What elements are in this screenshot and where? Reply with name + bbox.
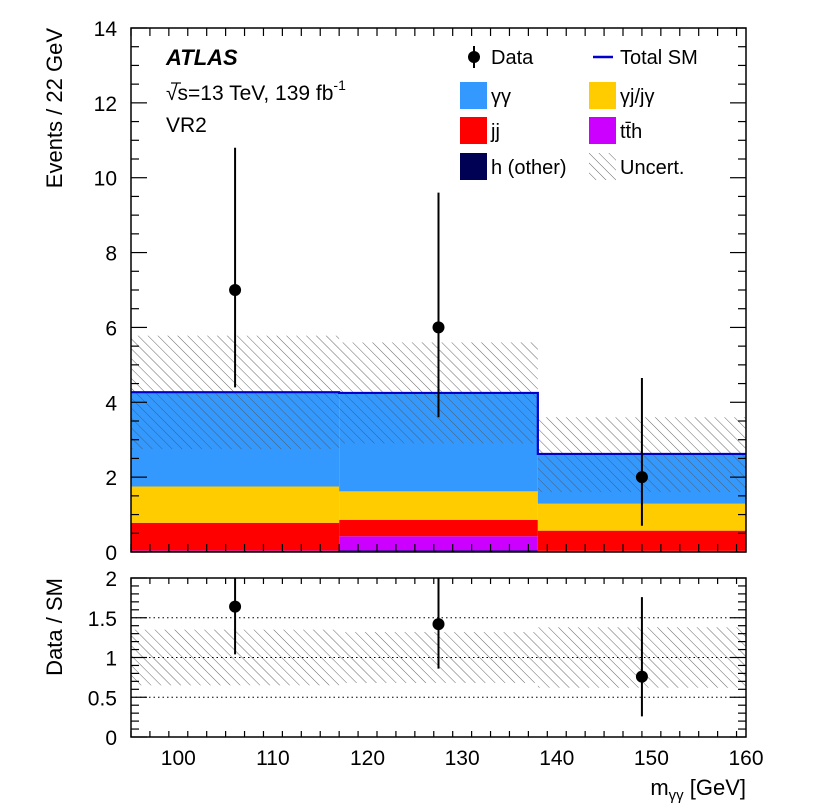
- x-axis-title-unit: [GeV]: [684, 775, 746, 800]
- legend-h-other-label: h (other): [491, 157, 567, 179]
- x-axis-title-subscript: γγ: [669, 787, 685, 804]
- legend-gj-swatch: [589, 82, 616, 109]
- legend-data-marker: [468, 46, 480, 68]
- legend-data-label: Data: [491, 47, 534, 69]
- legend-jj-label: jj: [490, 121, 500, 143]
- legend-tth-label: tt̄h: [620, 121, 642, 143]
- ratio-y-axis-title: Data / SM: [42, 578, 67, 676]
- main-y-tick-label: 4: [105, 392, 117, 415]
- ratio-y-tick-label: 0: [105, 727, 117, 750]
- main-y-tick-label: 8: [105, 243, 117, 266]
- x-tick-label: 120: [350, 747, 385, 770]
- ratio-y-tick-label: 2: [105, 568, 117, 591]
- main-y-tick-label: 6: [105, 317, 117, 340]
- main-y-axis-title: Events / 22 GeV: [42, 28, 67, 189]
- legend-h-other-swatch: [460, 153, 487, 180]
- data-point-1: [229, 284, 242, 296]
- x-axis-title-symbol: m: [650, 775, 668, 800]
- ratio-point-3: [635, 670, 648, 683]
- bar-gj-bin-2: [339, 491, 538, 520]
- x-tick-label: 150: [634, 747, 669, 770]
- ratio-y-tick-label: 1: [105, 648, 117, 671]
- main-y-tick-label: 10: [94, 168, 117, 191]
- energy-lumi-label: √s=13 TeV, 139 fb-1: [166, 77, 346, 105]
- ratio-axis-ticks: [130, 577, 746, 738]
- x-tick-label: 160: [728, 747, 763, 770]
- main-y-tick-labels: 0 2 4 6 8 10 12 14: [94, 18, 118, 565]
- ratio-point-2: [432, 618, 445, 631]
- ratio-y-tick-label: 0.5: [88, 687, 117, 710]
- legend-uncert-label: Uncert.: [620, 157, 684, 179]
- legend-total-sm-label: Total SM: [620, 47, 698, 69]
- ratio-point-1: [229, 600, 242, 613]
- main-y-tick-label: 2: [105, 467, 117, 490]
- bar-jj-bin-2: [339, 519, 538, 537]
- data-points: [229, 147, 648, 526]
- main-y-tick-label: 0: [105, 542, 117, 565]
- x-axis-title: mγγ [GeV]: [650, 775, 746, 804]
- bar-gj-bin-1: [131, 486, 340, 523]
- main-axis-ticks: [130, 27, 746, 553]
- experiment-label: ATLAS: [165, 45, 238, 70]
- lumi-superscript: -1: [333, 77, 346, 93]
- legend: Data Total SM γγ γj/jγ jj tt̄h h (other)…: [460, 46, 698, 180]
- legend-jj-swatch: [460, 117, 487, 144]
- x-tick-label: 100: [161, 747, 196, 770]
- x-tick-label: 130: [445, 747, 480, 770]
- bar-jj-bin-3: [537, 530, 746, 551]
- ratio-data-points: [229, 578, 648, 717]
- data-point-3: [635, 471, 648, 484]
- x-tick-label: 110: [256, 747, 289, 770]
- region-label: VR2: [166, 114, 207, 137]
- main-y-tick-label: 14: [94, 18, 118, 41]
- ratio-y-tick-labels: 0 0.5 1 1.5 2: [88, 568, 117, 750]
- legend-uncert-swatch: [589, 153, 616, 180]
- ratio-y-tick-label: 1.5: [88, 608, 117, 631]
- x-tick-labels: 100 110 120 130 140 150 160: [161, 747, 764, 770]
- data-point-2: [432, 321, 445, 334]
- x-tick-label: 140: [539, 747, 574, 770]
- legend-gj-label: γj/jγ: [620, 86, 654, 108]
- energy-lumi-text: √s=13 TeV, 139 fb: [166, 82, 333, 105]
- bar-tth-bin-2: [339, 536, 538, 551]
- legend-gg-swatch: [460, 82, 487, 109]
- bar-jj-bin-1: [131, 522, 340, 551]
- legend-tth-swatch: [589, 117, 616, 144]
- legend-gg-label: γγ: [491, 86, 511, 108]
- main-y-tick-label: 12: [94, 93, 117, 116]
